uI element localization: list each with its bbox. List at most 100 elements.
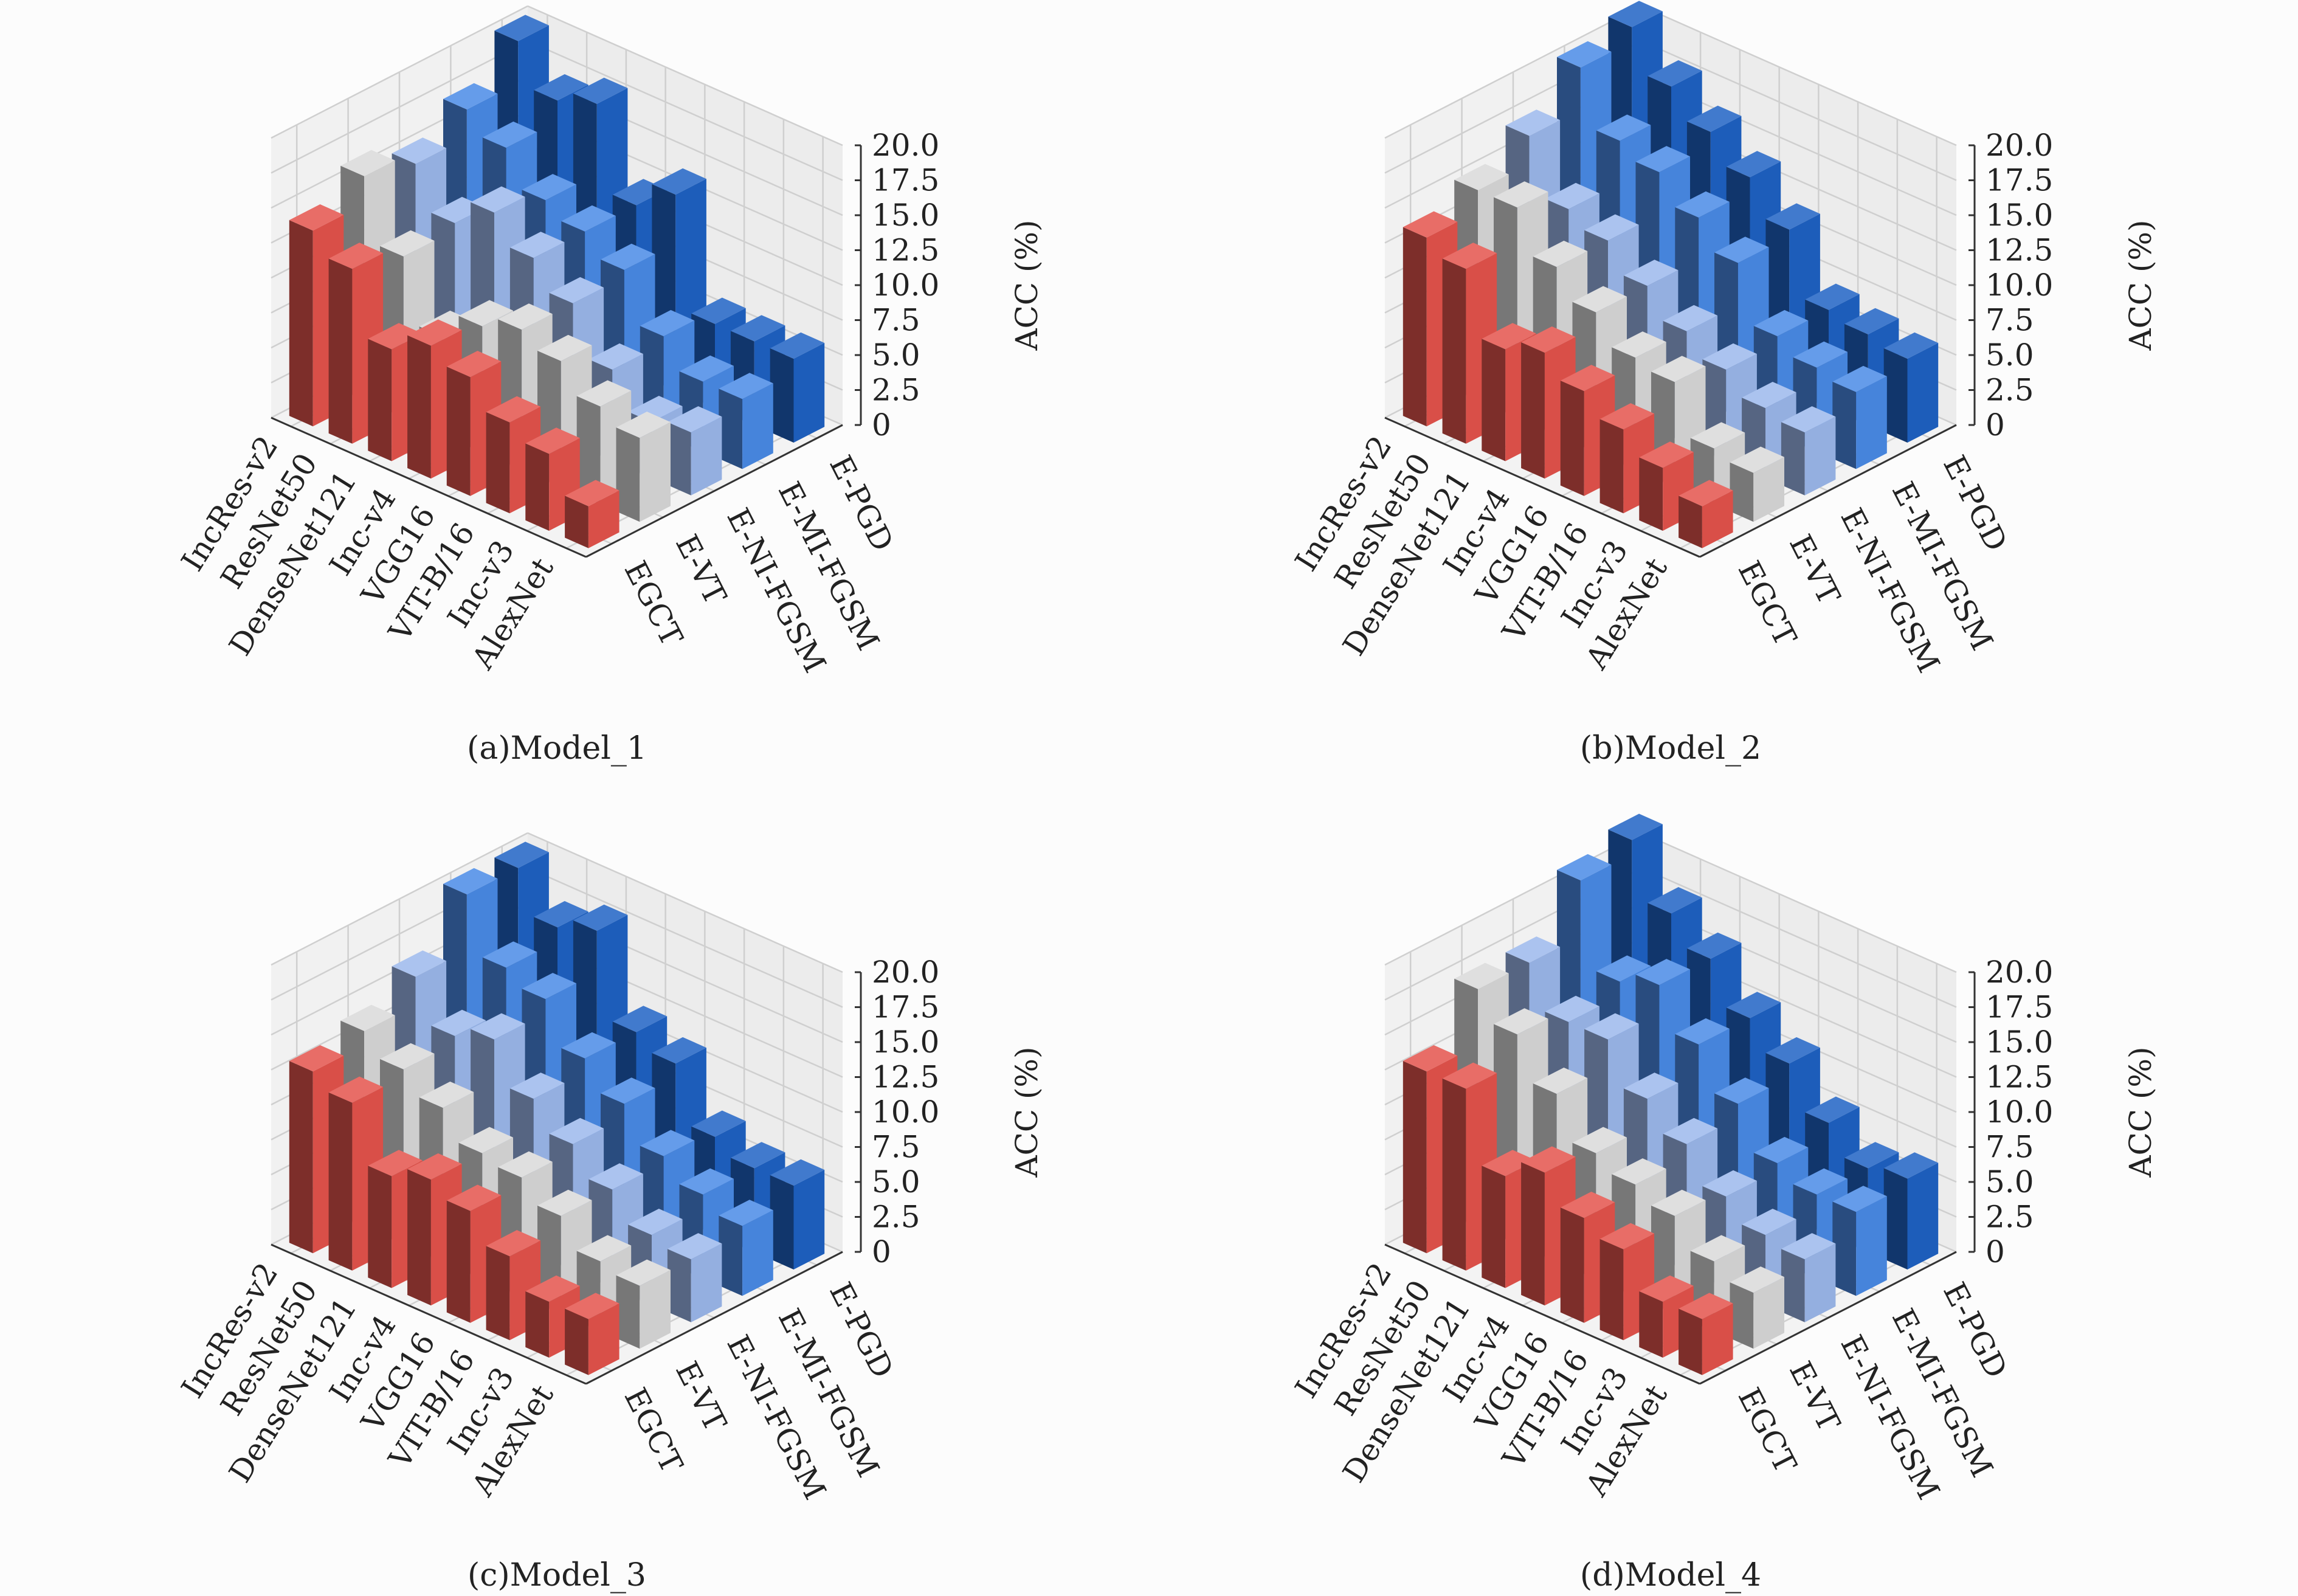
bar-top-face (1730, 1266, 1784, 1293)
z-tick-label: 5.0 (872, 1164, 920, 1200)
bar-top-face (1730, 446, 1784, 473)
bar-top-face (640, 309, 695, 337)
bar-top-face (486, 1230, 541, 1257)
bar-front-face (588, 490, 619, 548)
attack-tick-label: EGCT (1731, 1382, 1804, 1478)
bar-side-face (446, 1200, 471, 1323)
bar-top-face (522, 973, 576, 1000)
attack-axis (585, 424, 843, 558)
z-tick-label: 20.0 (872, 955, 939, 990)
bar-e-mi-fgsm-alexnet (1832, 1186, 1887, 1296)
z-tick-label: 17.5 (872, 163, 939, 198)
bar-top-face (1726, 151, 1781, 178)
bar-front-face (793, 1170, 825, 1270)
z-tick-label: 12.5 (872, 1060, 939, 1095)
bar-top-face (482, 121, 537, 148)
z-axis-label: ACC (%) (2123, 1046, 2158, 1178)
bar-top-face (1690, 422, 1745, 449)
bar-top-face (537, 1189, 592, 1216)
bar-top-face (446, 351, 502, 378)
z-tick-label: 12.5 (1986, 233, 2053, 268)
z-tick-label: 15.0 (872, 1024, 939, 1060)
bar-top-face (1442, 243, 1497, 269)
bar-top-face (1572, 286, 1627, 313)
bar-top-face (443, 868, 498, 894)
bar-top-face (1805, 1096, 1860, 1123)
bar-top-face (1635, 146, 1690, 173)
bar-top-face (576, 1235, 632, 1262)
bar-side-face (1521, 1162, 1545, 1306)
bar-top-face (1612, 1158, 1666, 1185)
model-axis (1384, 416, 1700, 558)
bar-top-face (1482, 323, 1536, 350)
attack-tick-label: E-VT (1782, 1356, 1847, 1437)
z-axis-label: ACC (%) (1009, 219, 1044, 351)
bar-top-face (667, 406, 722, 433)
bar-top-face (368, 323, 423, 350)
bar-egct-alexnet (565, 1293, 619, 1375)
bar-side-face (1679, 1308, 1702, 1375)
bar-top-face (498, 1151, 553, 1178)
bar-top-face (1557, 41, 1612, 67)
bar-top-face (1639, 441, 1694, 468)
bar-top-face (522, 174, 576, 201)
z-tick-label: 0 (872, 1234, 891, 1270)
bar-top-face (1742, 1209, 1796, 1235)
bar-side-face (1730, 1282, 1754, 1349)
gridline-z (527, 5, 843, 147)
z-tick-label: 10.0 (1986, 268, 2053, 303)
bar-e-pgd-alexnet (1883, 1152, 1939, 1270)
bar-front-face (640, 422, 671, 522)
bar-top-face (471, 1013, 525, 1040)
z-tick-label: 0 (1986, 407, 2005, 443)
bar-top-face (730, 315, 785, 342)
bar-top-face (1557, 854, 1612, 880)
bar-front-face (1856, 376, 1887, 469)
bar-egct-alexnet (1679, 480, 1733, 548)
bar-top-face (392, 950, 447, 977)
bar-top-face (1726, 992, 1781, 1018)
bar-e-vt-alexnet (616, 1259, 671, 1349)
bar-side-face (407, 335, 431, 479)
bar-top-face (1584, 1013, 1639, 1040)
bar-top-face (576, 380, 632, 407)
bar-top-face (1793, 341, 1848, 368)
bar-front-face (691, 416, 722, 496)
bar-top-face (573, 77, 628, 104)
bar-top-face (525, 1275, 580, 1302)
bar-top-face (1714, 1077, 1769, 1104)
bar-top-face (616, 412, 671, 438)
bar-top-face (534, 74, 588, 101)
bar-side-face (1482, 339, 1506, 461)
bar-top-face (1832, 365, 1887, 392)
bar-top-face (407, 319, 462, 346)
attack-axis (1699, 1251, 1957, 1385)
bar-side-face (1679, 496, 1702, 548)
bar-top-face (486, 396, 541, 423)
bar-top-face (1596, 114, 1651, 141)
bar-top-face (1494, 181, 1548, 208)
bar-top-face (1883, 332, 1939, 359)
z-tick-label: 2.5 (872, 373, 920, 408)
bar-top-face (770, 332, 825, 359)
bar-e-ni-fgsm-alexnet (667, 406, 722, 496)
bar-top-face (1663, 1118, 1718, 1144)
bar-top-face (1639, 1275, 1694, 1302)
bar-side-face (1442, 258, 1466, 444)
bar-e-mi-fgsm-alexnet (719, 373, 773, 469)
attack-tick-label: E-VT (669, 529, 733, 610)
bar-front-face (1856, 1196, 1887, 1296)
bar-e-ni-fgsm-alexnet (1781, 406, 1836, 496)
bar-top-face (1505, 936, 1561, 963)
bar-top-face (1533, 1067, 1588, 1094)
bar-top-face (1545, 995, 1599, 1022)
bar-e-pgd-alexnet (770, 1159, 825, 1270)
bar-front-face (1753, 457, 1784, 522)
bar-side-face (1403, 1061, 1427, 1254)
bar-top-face (482, 941, 537, 968)
model-axis (1384, 1243, 1700, 1385)
bar-top-face (328, 1076, 384, 1103)
bar-top-face (419, 1081, 474, 1108)
bar-e-pgd-alexnet (1883, 332, 1939, 443)
bar-top-face (1686, 105, 1742, 132)
